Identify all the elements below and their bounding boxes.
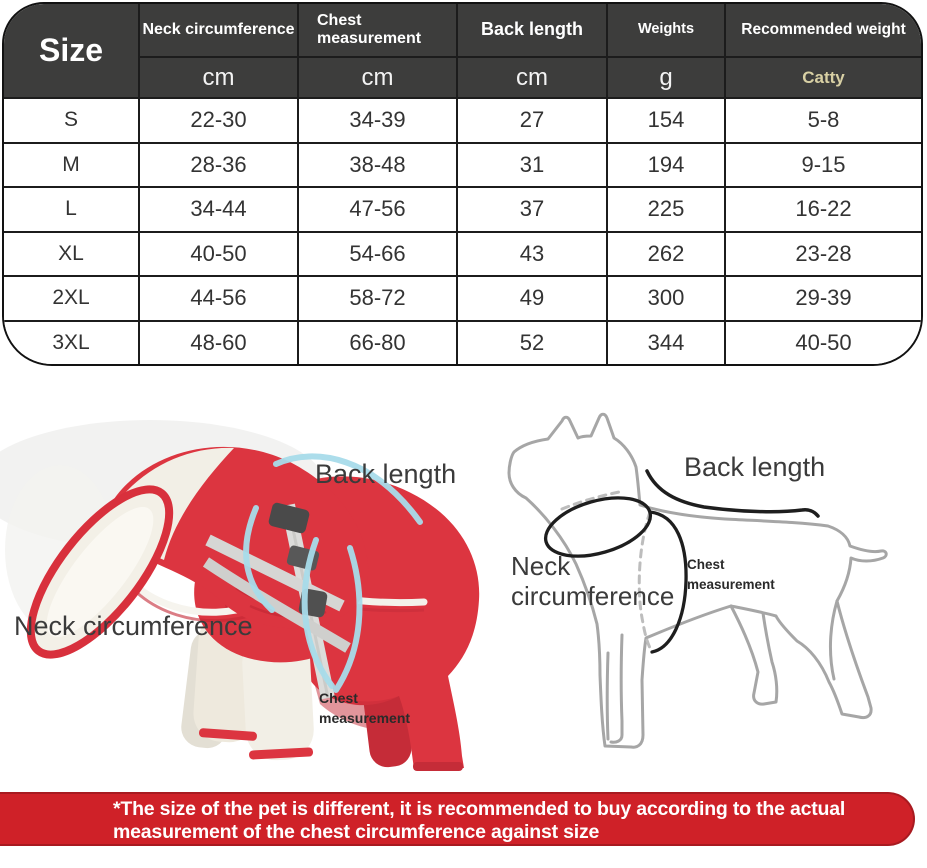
table-row-size-label: XL [4,230,138,275]
table-cell: 40-50 [724,319,921,364]
table-cell: 154 [606,97,724,142]
table-cell: 38-48 [297,141,456,186]
size-note-line2: measurement of the chest circumference a… [113,821,600,843]
back-length-curve [645,469,820,518]
table-cell: 225 [606,186,724,231]
table-cell: 300 [606,275,724,320]
size-table: Size Neck circumference Chest measuremen… [2,2,923,366]
table-row-size-label: 3XL [4,319,138,364]
table-cell: 16-22 [724,186,921,231]
table-cell: 34-39 [297,97,456,142]
label-neck-circumference-right: Neck circumference [511,551,675,611]
unit-back-cm: cm [456,56,606,97]
table-cell: 48-60 [138,319,297,364]
table-cell: 194 [606,141,724,186]
table-cell: 28-36 [138,141,297,186]
label-back-length-left: Back length [315,459,457,489]
table-cell: 58-72 [297,275,456,320]
table-cell: 29-39 [724,275,921,320]
table-cell: 54-66 [297,230,456,275]
table-cell: 40-50 [138,230,297,275]
label-chest-measurement-left: Chest measurement [319,690,411,727]
table-cell: 344 [606,319,724,364]
unit-chest-cm: cm [297,56,456,97]
size-note-banner: *The size of the pet is different, it is… [0,792,915,846]
table-cell: 37 [456,186,606,231]
size-note-line1: *The size of the pet is different, it is… [113,798,846,820]
table-row-size-label: 2XL [4,275,138,320]
label-neck-circumference-left: Neck circumference [14,611,253,641]
raincoat-dog-illustration [0,420,480,771]
table-cell: 262 [606,230,724,275]
chest-measure-arc [648,510,688,654]
table-row-size-label: S [4,97,138,142]
label-back-length-right: Back length [684,452,826,482]
table-corner-size: Size [4,4,138,97]
col-header-back-length: Back length [456,4,606,56]
table-cell: 22-30 [138,97,297,142]
table-cell: 31 [456,141,606,186]
table-cell: 66-80 [297,319,456,364]
hood-visor [26,485,174,659]
col-header-neck-circumference: Neck circumference [138,4,297,56]
label-chest-measurement-right: Chest measurement [687,557,775,592]
col-header-chest-measurement: Chest measurement [297,4,456,56]
chest-dashed-line [637,510,654,654]
table-cell: 44-56 [138,275,297,320]
table-cell: 23-28 [724,230,921,275]
table-row-size-label: M [4,141,138,186]
unit-weights-g: g [606,56,724,97]
unit-recommended-catty: Catty [724,56,921,97]
table-cell: 34-44 [138,186,297,231]
measurement-arcs [243,453,423,693]
unit-neck-cm: cm [138,56,297,97]
table-cell: 5-8 [724,97,921,142]
table-cell: 43 [456,230,606,275]
table-cell: 27 [456,97,606,142]
table-cell: 52 [456,319,606,364]
dog-outline-illustration [507,412,888,749]
dog-outline-body [507,412,888,749]
table-row-size-label: L [4,186,138,231]
col-header-recommended-weight: Recommended weight [724,4,921,56]
table-cell: 47-56 [297,186,456,231]
table-cell: 9-15 [724,141,921,186]
col-header-weights: Weights [606,4,724,56]
neck-dashed-line [560,489,626,511]
table-cell: 49 [456,275,606,320]
